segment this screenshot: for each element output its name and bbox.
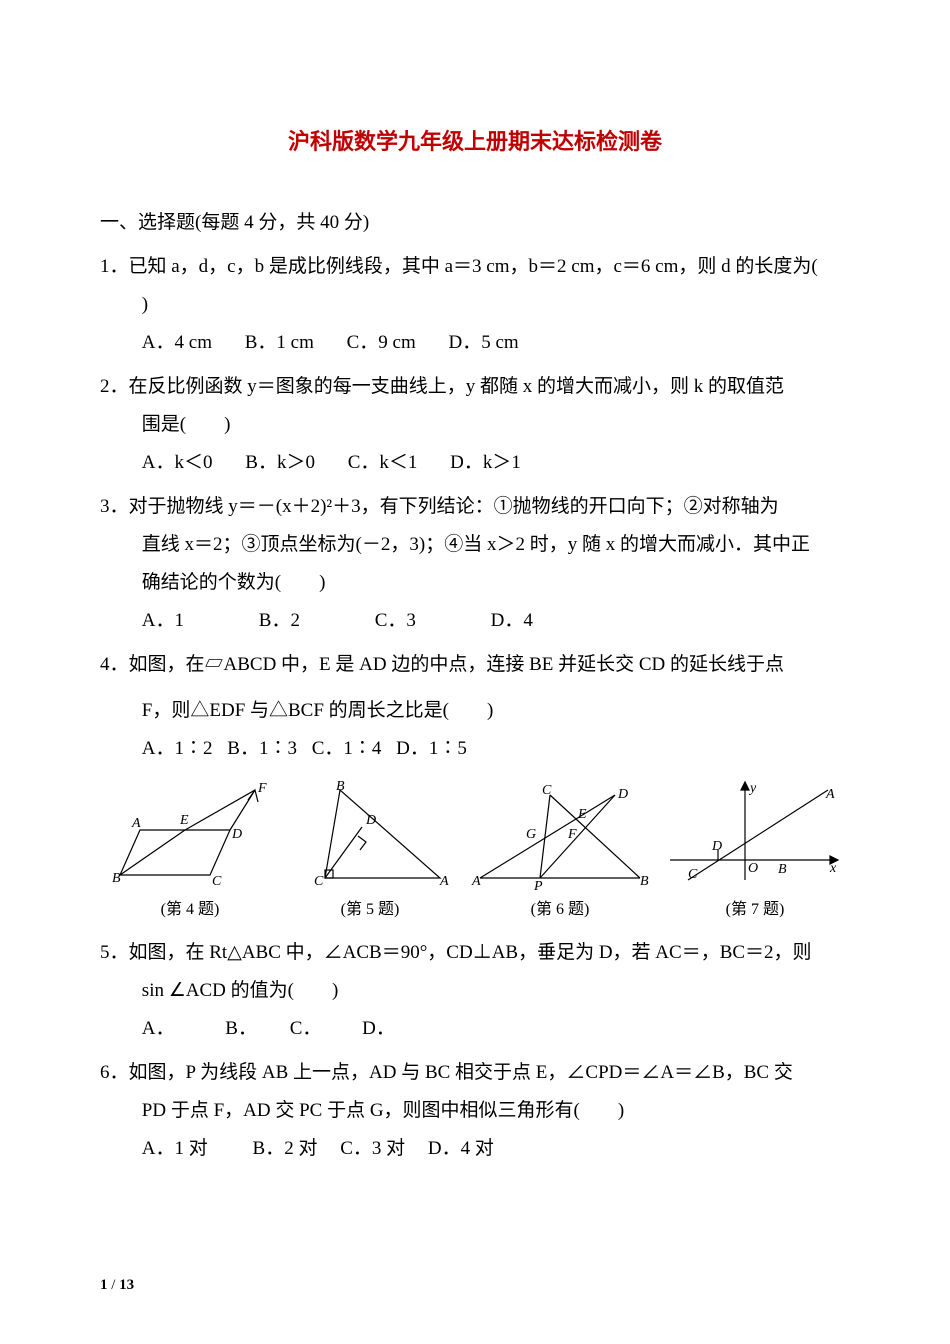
- q5-opt-c: C．: [290, 1018, 322, 1039]
- q4-opt-c: C．1∶4: [312, 738, 382, 759]
- figure-5-svg: B C A D: [290, 780, 450, 890]
- q3-opt-b: B．2: [259, 610, 300, 631]
- q4-opt-b: B．1∶3: [227, 738, 297, 759]
- footer-sep: /: [108, 1277, 120, 1293]
- footer-page: 1: [100, 1277, 108, 1293]
- svg-text:A: A: [471, 874, 481, 889]
- footer-total: 13: [119, 1277, 134, 1293]
- exam-title: 沪科版数学九年级上册期末达标检测卷: [100, 120, 850, 164]
- page-footer: 1 / 13: [100, 1277, 134, 1294]
- svg-text:x: x: [829, 861, 837, 876]
- q1-options: A．4 cm B．1 cm C．9 cm D．5 cm: [100, 324, 850, 362]
- q3-opt-a: A．1: [142, 610, 184, 631]
- q6-opt-b: B．2 对: [253, 1138, 318, 1159]
- question-2: 2．在反比例函数 y＝图象的每一支曲线上，y 都随 x 的增大而减小，则 k 的…: [100, 368, 850, 482]
- q2-opt-a: A．k＜0: [142, 452, 213, 473]
- q1-opt-b: B．1 cm: [245, 332, 314, 353]
- figure-6-caption: (第 6 题): [531, 894, 590, 926]
- figure-7-svg: O x y A B D C: [670, 780, 840, 890]
- svg-text:C: C: [212, 874, 222, 889]
- svg-text:G: G: [526, 827, 536, 842]
- svg-text:B: B: [640, 874, 649, 889]
- figure-7-caption: (第 7 题): [726, 894, 785, 926]
- q2-opt-c: C．k＜1: [348, 452, 418, 473]
- q3-opt-d: D．4: [491, 610, 533, 631]
- q6-stem-2: PD 于点 F，AD 交 PC 于点 G，则图中相似三角形有( ): [100, 1092, 850, 1130]
- question-4: 4．如图，在▱ABCD 中，E 是 AD 边的中点，连接 BE 并延长交 CD …: [100, 646, 850, 768]
- section-1-heading: 一、选择题(每题 4 分，共 40 分): [100, 204, 850, 242]
- q2-stem-2: 围是( ): [100, 406, 850, 444]
- svg-text:O: O: [748, 861, 758, 876]
- question-6: 6．如图，P 为线段 AB 上一点，AD 与 BC 相交于点 E，∠CPD＝∠A…: [100, 1054, 850, 1168]
- svg-text:P: P: [533, 879, 543, 890]
- figure-5-caption: (第 5 题): [341, 894, 400, 926]
- q4-stem-2: F，则△EDF 与△BCF 的周长之比是( ): [100, 692, 850, 730]
- exam-page: 沪科版数学九年级上册期末达标检测卷 一、选择题(每题 4 分，共 40 分) 1…: [0, 0, 950, 1234]
- q1-stem-close: ): [100, 286, 850, 324]
- q5-options: A． B． C． D．: [100, 1010, 850, 1048]
- svg-text:D: D: [617, 787, 628, 802]
- q4-opt-d: D．1∶5: [396, 738, 467, 759]
- svg-text:B: B: [336, 780, 345, 794]
- q5-opt-a: A．: [142, 1018, 175, 1039]
- q4-opt-a: A．1∶2: [142, 738, 213, 759]
- q5-stem: 5．如图，在 Rt△ABC 中，∠ACB＝90°，CD⊥AB，垂足为 D，若 A…: [100, 934, 850, 972]
- figure-4-svg: A E D B C F: [110, 780, 270, 890]
- svg-text:y: y: [748, 781, 757, 796]
- svg-text:B: B: [112, 871, 121, 886]
- question-5: 5．如图，在 Rt△ABC 中，∠ACB＝90°，CD⊥AB，垂足为 D，若 A…: [100, 934, 850, 1048]
- q5-opt-b: B．: [225, 1018, 257, 1039]
- figure-5: B C A D (第 5 题): [290, 780, 450, 926]
- q1-opt-c: C．9 cm: [347, 332, 416, 353]
- svg-text:A: A: [439, 874, 449, 889]
- figure-4-caption: (第 4 题): [161, 894, 220, 926]
- q1-opt-d: D．5 cm: [449, 332, 519, 353]
- q5-stem-2: sin ∠ACD 的值为( ): [100, 972, 850, 1010]
- q4-options: A．1∶2 B．1∶3 C．1∶4 D．1∶5: [100, 730, 850, 768]
- svg-text:D: D: [231, 827, 242, 842]
- svg-text:B: B: [778, 862, 787, 877]
- q6-stem: 6．如图，P 为线段 AB 上一点，AD 与 BC 相交于点 E，∠CPD＝∠A…: [100, 1054, 850, 1092]
- q4-stem: 4．如图，在▱ABCD 中，E 是 AD 边的中点，连接 BE 并延长交 CD …: [100, 646, 850, 684]
- svg-text:D: D: [711, 839, 722, 854]
- q1-stem-text: 1．已知 a，d，c，b 是成比例线段，其中 a＝3 cm，b＝2 cm，c＝6…: [100, 256, 818, 277]
- svg-text:C: C: [314, 874, 324, 889]
- q3-stem-3: 确结论的个数为( ): [100, 564, 850, 602]
- q2-opt-b: B．k＞0: [245, 452, 315, 473]
- q6-opt-d: D．4 对: [428, 1138, 494, 1159]
- svg-text:E: E: [179, 813, 189, 828]
- q3-opt-c: C．3: [375, 610, 416, 631]
- figure-6-svg: A P B C D E F G: [470, 780, 650, 890]
- q1-stem: 1．已知 a，d，c，b 是成比例线段，其中 a＝3 cm，b＝2 cm，c＝6…: [100, 248, 850, 286]
- question-1: 1．已知 a，d，c，b 是成比例线段，其中 a＝3 cm，b＝2 cm，c＝6…: [100, 248, 850, 362]
- q6-opt-a: A．1 对: [142, 1138, 208, 1159]
- svg-text:D: D: [365, 813, 376, 828]
- figure-7: O x y A B D C (第 7 题): [670, 780, 840, 926]
- svg-text:F: F: [257, 781, 267, 796]
- svg-text:A: A: [131, 816, 141, 831]
- q6-opt-c: C．3 对: [340, 1138, 405, 1159]
- q2-opt-d: D．k＞1: [450, 452, 521, 473]
- q5-opt-d: D．: [362, 1018, 395, 1039]
- question-3: 3．对于抛物线 y＝－(x＋2)²＋3，有下列结论：①抛物线的开口向下；②对称轴…: [100, 488, 850, 640]
- q2-stem: 2．在反比例函数 y＝图象的每一支曲线上，y 都随 x 的增大而减小，则 k 的…: [100, 368, 850, 406]
- q3-stem-2: 直线 x＝2；③顶点坐标为(－2，3)；④当 x＞2 时，y 随 x 的增大而减…: [100, 526, 850, 564]
- svg-text:C: C: [688, 867, 698, 882]
- q3-stem: 3．对于抛物线 y＝－(x＋2)²＋3，有下列结论：①抛物线的开口向下；②对称轴…: [100, 488, 850, 526]
- q6-options: A．1 对 B．2 对 C．3 对 D．4 对: [100, 1130, 850, 1168]
- q3-options: A．1 B．2 C．3 D．4: [100, 602, 850, 640]
- figure-4: A E D B C F (第 4 题): [110, 780, 270, 926]
- svg-text:C: C: [542, 783, 552, 798]
- svg-text:A: A: [825, 787, 835, 802]
- svg-text:F: F: [567, 827, 577, 842]
- q2-options: A．k＜0 B．k＞0 C．k＜1 D．k＞1: [100, 444, 850, 482]
- q1-opt-a: A．4 cm: [142, 332, 212, 353]
- svg-text:E: E: [577, 807, 587, 822]
- figure-6: A P B C D E F G (第 6 题): [470, 780, 650, 926]
- figures-row: A E D B C F (第 4 题) B: [100, 780, 850, 926]
